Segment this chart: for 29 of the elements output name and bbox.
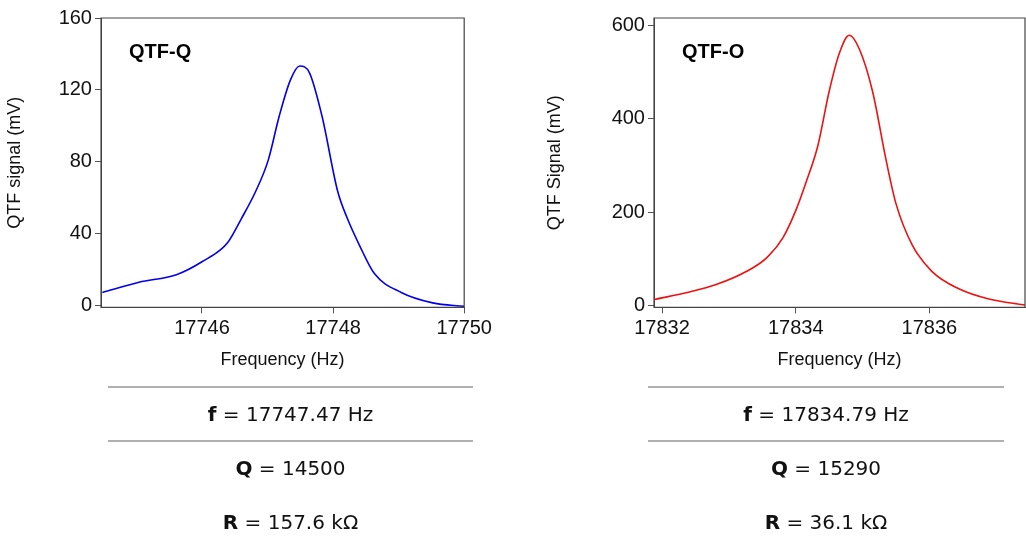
text: QTF-O: [682, 39, 745, 62]
x-tick-label: 17746: [174, 315, 230, 338]
text: R = 157.6 kΩ: [222, 510, 359, 534]
x-tick-label: 17832: [634, 315, 690, 338]
line-series: [101, 65, 465, 308]
y-tick-label: 200: [611, 199, 645, 222]
text: f = 17747.47 Hz: [207, 402, 374, 426]
text: R = 36.1 kΩ: [764, 510, 888, 534]
y-tick-label: 120: [58, 77, 92, 100]
x-axis-title: Frequency (Hz): [777, 349, 902, 370]
y-tick-label: 0: [633, 292, 645, 315]
y-tick-label: 40: [69, 221, 92, 244]
y-axis-title: QTF signal (mV): [3, 96, 24, 229]
text: QTF-Q: [129, 39, 192, 62]
x-tick-label: 17836: [901, 315, 958, 338]
line-series: [654, 34, 1025, 306]
y-axis-title: QTF Signal (mV): [543, 95, 564, 231]
y-tick-label: 400: [611, 106, 645, 129]
x-tick-label: 17834: [767, 315, 824, 338]
y-tick-label: 160: [58, 5, 92, 28]
text: Q = 14500: [235, 456, 346, 480]
x-tick-label: 17748: [305, 315, 361, 338]
x-tick-label: 17750: [436, 315, 492, 338]
text: f = 17834.79 Hz: [743, 402, 909, 426]
text: Q = 15290: [770, 456, 882, 480]
x-axis-title: Frequency (Hz): [220, 349, 345, 370]
y-tick-label: 0: [80, 293, 92, 316]
y-tick-label: 600: [611, 13, 645, 36]
y-tick-label: 80: [69, 149, 92, 172]
